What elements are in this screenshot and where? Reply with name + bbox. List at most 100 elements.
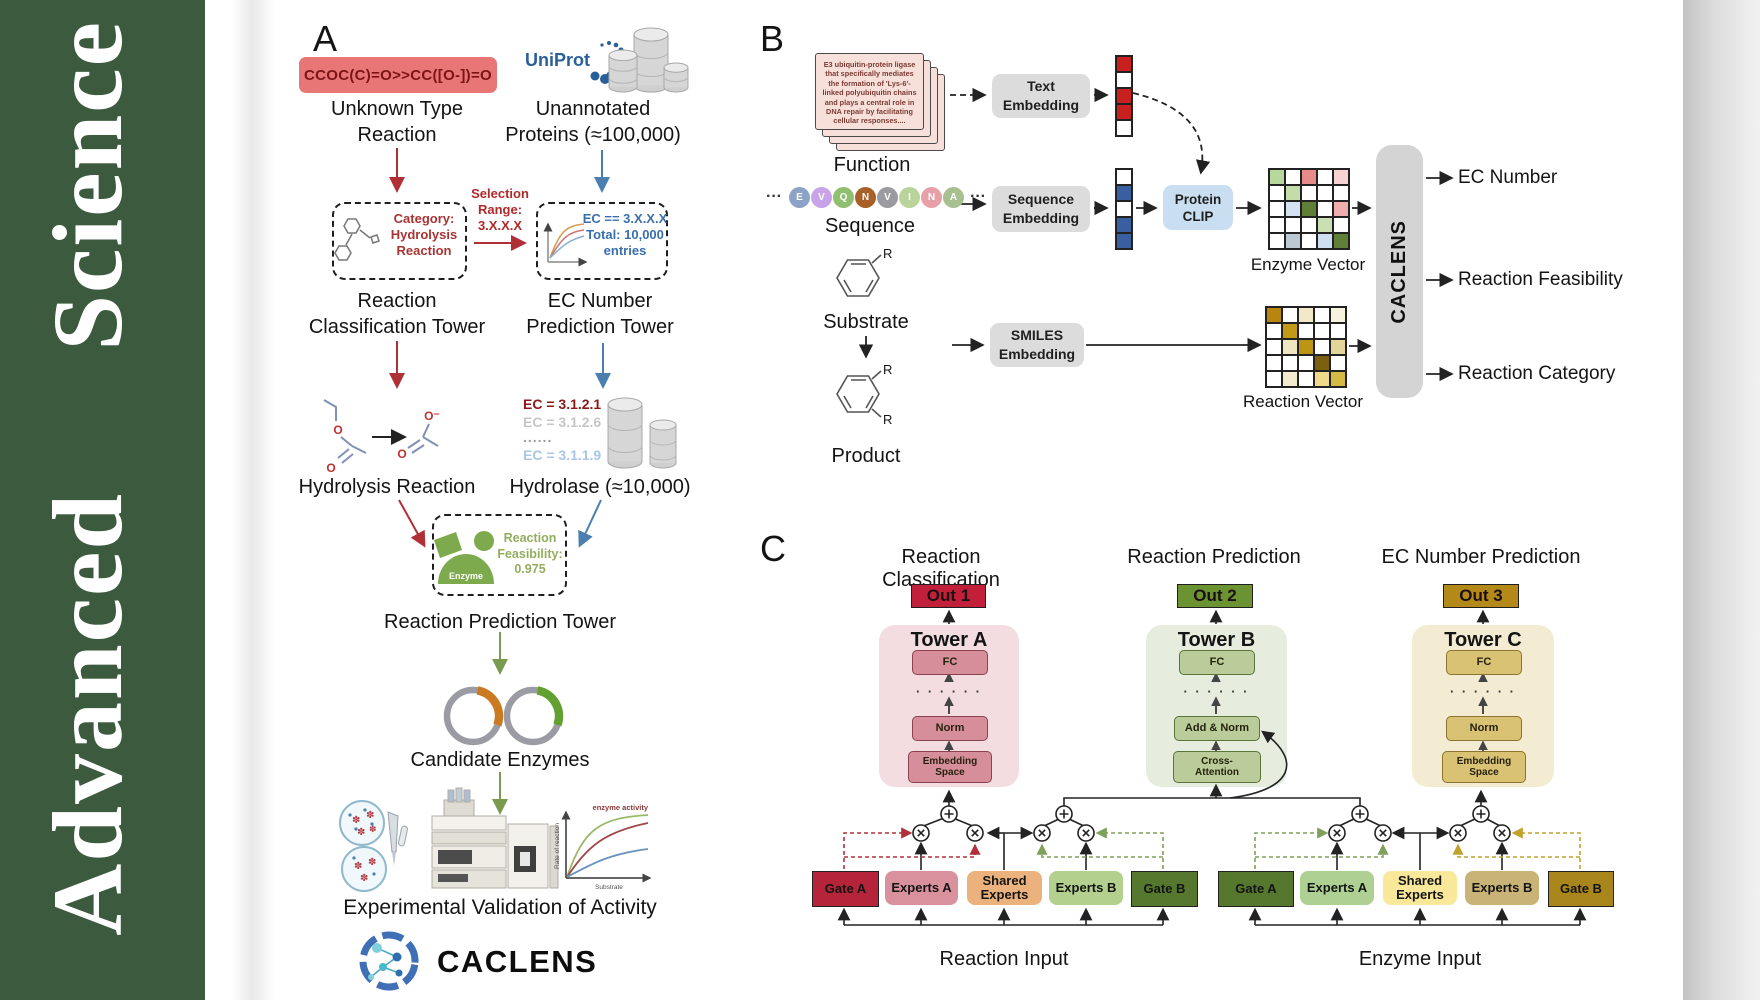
output-category: Reaction Category bbox=[1458, 363, 1616, 384]
sequence-ellipsis: ··· bbox=[970, 188, 986, 205]
tower-a-norm: Norm bbox=[912, 716, 988, 741]
vector-cell bbox=[1301, 233, 1317, 249]
otimes-icon bbox=[1449, 824, 1467, 842]
vector-cell bbox=[1298, 355, 1314, 371]
selection-range-text: Selection Range: 3.X.X.X bbox=[471, 186, 529, 233]
residue-circle: I bbox=[899, 187, 920, 208]
graph-ylabel: Rate of reaction bbox=[554, 823, 561, 869]
vector-cell bbox=[1269, 201, 1285, 217]
vector-cell bbox=[1301, 217, 1317, 233]
tower-b-dots: · · · · · · bbox=[1183, 684, 1250, 699]
tower-a-title: Tower A bbox=[910, 629, 988, 651]
protein-clip-box: Protein CLIP bbox=[1163, 185, 1233, 230]
enzyme-blob-icon: Enzyme bbox=[434, 531, 494, 584]
vector-cell bbox=[1269, 169, 1285, 185]
function-card-text: E3 ubiquitin-protein ligase that specifi… bbox=[822, 60, 917, 126]
hplc-instrument-icon bbox=[431, 787, 559, 889]
svg-text:✽: ✽ bbox=[369, 824, 377, 834]
ec-list-item: EC = 3.1.1.9 bbox=[523, 447, 602, 463]
vector-cell bbox=[1298, 371, 1314, 387]
sum-product-nodes bbox=[912, 805, 1511, 842]
vector-cell bbox=[1266, 371, 1282, 387]
substrate-r-label: R bbox=[883, 246, 893, 261]
panel-a-arrows bbox=[372, 148, 611, 815]
svg-text:✽: ✽ bbox=[354, 861, 362, 872]
vector-cell bbox=[1285, 169, 1301, 185]
vector-cell bbox=[1282, 371, 1298, 387]
oplus-icon bbox=[1351, 805, 1369, 823]
residue-circle: E bbox=[789, 187, 810, 208]
svg-text:O: O bbox=[326, 461, 335, 475]
otimes-icon bbox=[1328, 824, 1346, 842]
svg-text:✽: ✽ bbox=[352, 815, 360, 826]
vector-cell bbox=[1116, 88, 1132, 104]
vector-cell bbox=[1116, 120, 1132, 136]
vector-cell bbox=[1298, 339, 1314, 355]
hydrolase-caption: Hydrolase (≈10,000) bbox=[509, 476, 691, 498]
candidate-enzymes-caption: Candidate Enzymes bbox=[410, 749, 590, 771]
moe-left-gate-a: Gate A bbox=[812, 871, 879, 907]
svg-text:O: O bbox=[333, 423, 342, 437]
molecule-sketch-icon bbox=[334, 218, 380, 261]
out3-box: Out 3 bbox=[1443, 584, 1519, 608]
enzyme-vector-caption: Enzyme Vector bbox=[1250, 255, 1366, 274]
vector-cell bbox=[1282, 339, 1298, 355]
vector-cell bbox=[1301, 185, 1317, 201]
vector-cell bbox=[1330, 355, 1346, 371]
vector-cell bbox=[1314, 323, 1330, 339]
classification-tower-caption: Reaction Classification Tower bbox=[308, 290, 486, 338]
panel-b-label: B bbox=[760, 18, 785, 59]
sequence-caption: Sequence bbox=[824, 215, 916, 237]
page-left-shadow bbox=[233, 0, 275, 1000]
enzyme-vector-grid bbox=[1268, 168, 1350, 250]
residue-circle: V bbox=[811, 187, 832, 208]
residue-circle: A bbox=[943, 187, 964, 208]
vector-cell bbox=[1330, 323, 1346, 339]
hydrolysis-caption: Hydrolysis Reaction bbox=[298, 476, 476, 498]
svg-text:✽: ✽ bbox=[360, 873, 368, 884]
vector-cell bbox=[1116, 169, 1132, 185]
vector-cell bbox=[1314, 339, 1330, 355]
function-caption: Function bbox=[833, 154, 911, 176]
moe-left-experts-b: Experts B bbox=[1049, 871, 1123, 905]
enzyme-input-caption: Enzyme Input bbox=[1358, 948, 1482, 970]
vector-cell bbox=[1285, 233, 1301, 249]
vector-cell bbox=[1330, 371, 1346, 387]
ec-range-text: EC == 3.X.X.X Total: 10,000 entries bbox=[582, 211, 668, 258]
sequence-embedding-vector bbox=[1115, 168, 1133, 250]
culture-dishes-icon: ✽ ✽ ✽ ✽ ✽ ✽ ✽ bbox=[339, 800, 408, 892]
moe-left-gate-b: Gate B bbox=[1131, 871, 1198, 907]
ec-list-item: EC = 3.1.2.1 bbox=[523, 396, 602, 412]
smiles-reaction-box: CCOC(C)=O>>CC([O-])=O bbox=[299, 57, 497, 93]
ec-list-ellipsis: ...... bbox=[523, 429, 553, 445]
output-feasibility: Reaction Feasibility bbox=[1458, 269, 1623, 290]
moe-left-experts-a: Experts A bbox=[885, 871, 958, 905]
panel-a-label: A bbox=[313, 18, 338, 59]
caclens-block-label: CACLENS bbox=[1388, 219, 1410, 324]
vector-cell bbox=[1116, 104, 1132, 120]
database-cylinders-icon bbox=[608, 27, 689, 93]
tower-c-embedding: Embedding Space bbox=[1442, 751, 1526, 783]
vector-cell bbox=[1116, 233, 1132, 249]
vector-cell bbox=[1330, 307, 1346, 323]
validation-caption: Experimental Validation of Activity bbox=[343, 896, 657, 919]
moe-right-gate-a: Gate A bbox=[1218, 871, 1294, 907]
uniprot-logo-text: UniProt bbox=[525, 50, 590, 70]
substrate-caption: Substrate bbox=[823, 311, 909, 333]
vector-cell bbox=[1333, 233, 1349, 249]
product-r-label: R bbox=[883, 362, 893, 377]
oplus-icon bbox=[1055, 805, 1073, 823]
reaction-vector-grid bbox=[1265, 306, 1347, 388]
oplus-icon bbox=[940, 805, 958, 823]
product-r-label: R bbox=[883, 412, 893, 427]
header-reaction-prediction: Reaction Prediction bbox=[1127, 546, 1301, 568]
tower-b-cross-attention: Cross- Attention bbox=[1173, 751, 1261, 783]
tower-c-fc: FC bbox=[1446, 650, 1522, 675]
vector-cell bbox=[1317, 217, 1333, 233]
residue-circle: Q bbox=[833, 187, 854, 208]
out1-box: Out 1 bbox=[911, 584, 986, 608]
sigmoid-plot-icon bbox=[543, 222, 588, 267]
feasibility-dashed-box bbox=[432, 514, 567, 596]
